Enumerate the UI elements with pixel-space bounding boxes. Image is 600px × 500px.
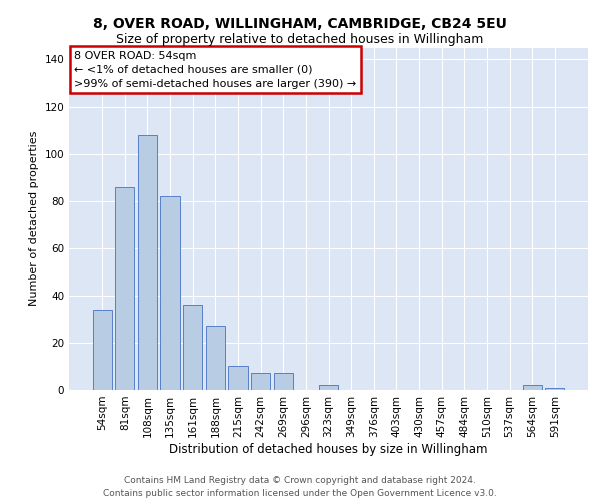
Y-axis label: Number of detached properties: Number of detached properties xyxy=(29,131,39,306)
Bar xyxy=(92,310,112,390)
Bar xyxy=(160,196,180,390)
X-axis label: Distribution of detached houses by size in Willingham: Distribution of detached houses by size … xyxy=(169,442,488,456)
Bar xyxy=(274,374,293,390)
Bar xyxy=(183,305,202,390)
Bar xyxy=(115,187,134,390)
Bar xyxy=(206,326,225,390)
Bar xyxy=(251,374,270,390)
Bar xyxy=(319,386,338,390)
Text: 8 OVER ROAD: 54sqm
← <1% of detached houses are smaller (0)
>99% of semi-detache: 8 OVER ROAD: 54sqm ← <1% of detached hou… xyxy=(74,51,356,89)
Bar xyxy=(545,388,565,390)
Bar xyxy=(229,366,248,390)
Bar xyxy=(523,386,542,390)
Text: 8, OVER ROAD, WILLINGHAM, CAMBRIDGE, CB24 5EU: 8, OVER ROAD, WILLINGHAM, CAMBRIDGE, CB2… xyxy=(93,18,507,32)
Bar xyxy=(138,135,157,390)
Text: Contains HM Land Registry data © Crown copyright and database right 2024.
Contai: Contains HM Land Registry data © Crown c… xyxy=(103,476,497,498)
Text: Size of property relative to detached houses in Willingham: Size of property relative to detached ho… xyxy=(116,32,484,46)
